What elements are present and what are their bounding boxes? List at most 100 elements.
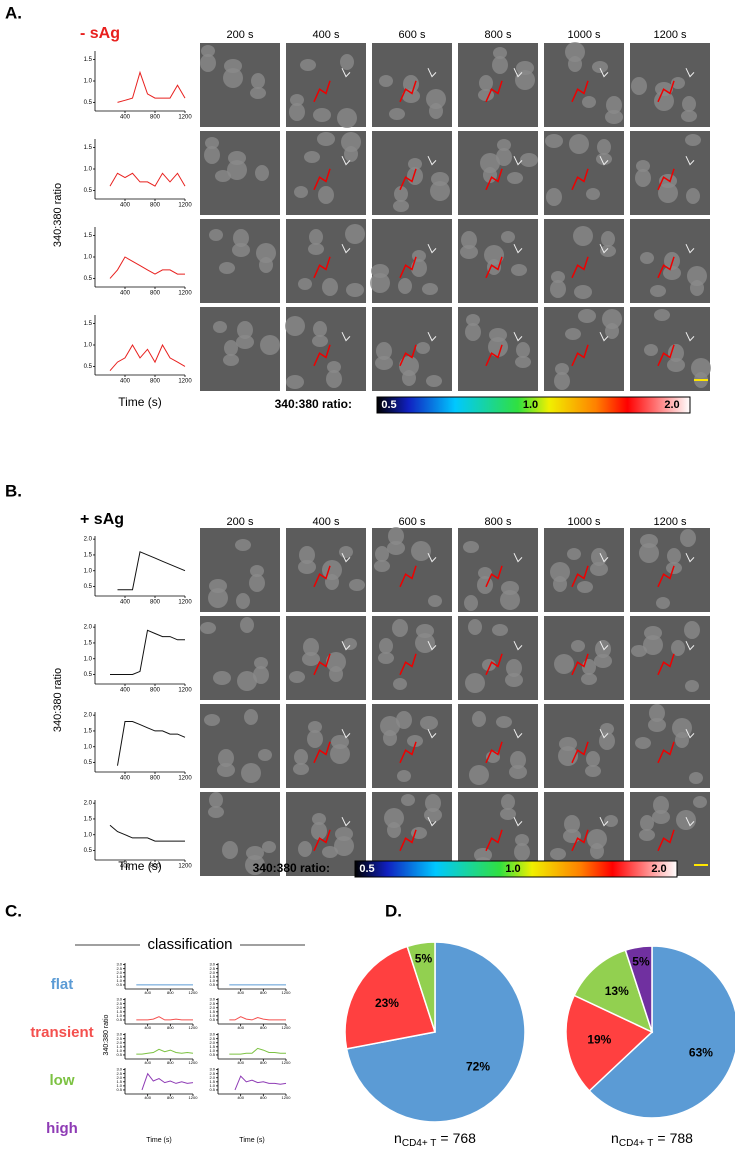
cell xyxy=(510,751,526,769)
y-tick-label: 0.5 xyxy=(84,848,93,854)
track xyxy=(427,243,437,254)
cell xyxy=(500,808,516,820)
cell xyxy=(668,344,684,362)
cell xyxy=(311,822,327,840)
cell xyxy=(322,278,338,296)
cell xyxy=(605,323,619,339)
cell xyxy=(204,714,220,726)
cell xyxy=(631,645,647,657)
x-tick-label: 1200 xyxy=(282,990,292,995)
cell xyxy=(300,59,316,71)
cell xyxy=(255,165,269,181)
cell xyxy=(691,358,711,378)
condition: + sAg xyxy=(80,511,124,528)
cell xyxy=(590,843,604,859)
cell xyxy=(639,543,659,563)
y-tick-label: 2.5 xyxy=(116,1001,122,1006)
cell xyxy=(293,763,309,775)
y-tick-label: 3.0 xyxy=(209,962,215,967)
cell xyxy=(592,61,608,73)
y-tick-label: 3.0 xyxy=(116,997,122,1002)
trace xyxy=(110,629,185,675)
y-tick-label: 1.0 xyxy=(84,79,93,85)
track xyxy=(485,344,503,367)
y-tick-label: 2.0 xyxy=(209,1005,215,1010)
y-tick-label: 2.0 xyxy=(84,625,93,631)
track xyxy=(657,168,675,191)
colorbar xyxy=(354,860,678,878)
cell xyxy=(397,770,411,782)
cell xyxy=(337,108,357,128)
cell xyxy=(200,622,216,634)
cell xyxy=(553,576,567,592)
cell xyxy=(233,229,249,247)
cell xyxy=(401,794,415,806)
cell xyxy=(223,68,243,88)
track xyxy=(599,155,609,166)
n-symbol: n xyxy=(394,1130,402,1146)
track xyxy=(427,155,437,166)
y-tick-label: 1.0 xyxy=(116,1048,122,1053)
track xyxy=(399,256,417,279)
pie-slice xyxy=(588,945,735,1119)
cell xyxy=(208,806,224,818)
time-label: 400 s xyxy=(313,516,340,528)
micrograph xyxy=(286,616,366,700)
y-tick-label: 1.5 xyxy=(209,1009,215,1014)
cell xyxy=(477,576,493,594)
class-name: flat xyxy=(51,976,74,993)
cell xyxy=(378,652,394,664)
x-tick-label: 1200 xyxy=(178,291,192,297)
cell xyxy=(515,356,531,368)
y-tick-label: 2.5 xyxy=(116,1036,122,1041)
sample-size: nCD4+ T = 788 xyxy=(611,1130,693,1149)
track xyxy=(427,331,437,342)
y-tick-label: 2.5 xyxy=(209,1001,215,1006)
cell xyxy=(478,567,492,579)
cell xyxy=(571,640,585,652)
x-tick-label: 1200 xyxy=(178,688,192,694)
track xyxy=(427,728,437,739)
cell xyxy=(416,342,430,354)
pie-label: 19% xyxy=(587,1033,611,1047)
cell xyxy=(687,266,707,286)
cell xyxy=(586,188,600,200)
cell xyxy=(464,595,478,611)
y-tick-label: 2.5 xyxy=(116,966,122,971)
track xyxy=(427,67,437,78)
cell xyxy=(215,170,231,182)
cell xyxy=(636,160,650,172)
track xyxy=(513,816,523,827)
track xyxy=(341,67,351,78)
panel-label: D. xyxy=(385,901,402,920)
cell xyxy=(590,562,608,576)
colorbar-tick: 1.0 xyxy=(523,399,538,411)
cell xyxy=(213,321,227,333)
cell xyxy=(387,822,401,838)
cell xyxy=(564,815,580,833)
cell xyxy=(379,638,393,654)
track xyxy=(399,565,417,588)
cell xyxy=(294,749,308,765)
track xyxy=(485,741,503,764)
y-tick-label: 2.0 xyxy=(209,1075,215,1080)
y-tick-label: 2.5 xyxy=(209,1071,215,1076)
class-name: high xyxy=(46,1120,78,1137)
y-tick-label: 1.5 xyxy=(116,974,122,979)
cell xyxy=(581,673,597,685)
pie-label: 13% xyxy=(605,984,629,998)
x-tick-label: 400 xyxy=(120,203,131,209)
cell xyxy=(587,829,607,849)
colorbar-tick: 0.5 xyxy=(359,863,374,875)
cell xyxy=(582,96,596,108)
track xyxy=(313,168,331,191)
n-equals: = xyxy=(440,1130,448,1146)
cell xyxy=(249,574,265,592)
y-tick-label: 1.5 xyxy=(84,145,93,151)
track xyxy=(599,816,609,827)
x-tick-label: 400 xyxy=(144,1060,151,1065)
x-tick-label: 1200 xyxy=(178,776,192,782)
x-tick-label: 400 xyxy=(120,291,131,297)
x-tick-label: 800 xyxy=(150,600,161,606)
track xyxy=(341,243,351,254)
